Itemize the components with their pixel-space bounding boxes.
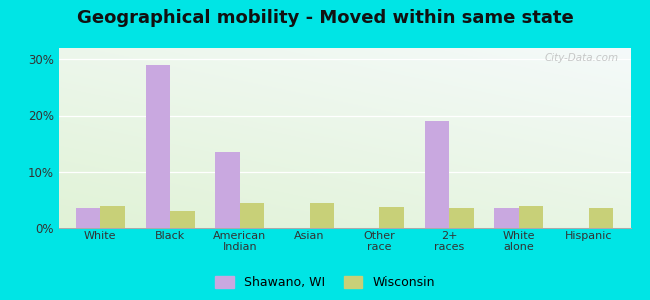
Bar xyxy=(424,121,449,228)
Bar xyxy=(449,208,474,228)
Bar xyxy=(309,203,334,228)
Bar xyxy=(495,208,519,228)
Bar xyxy=(240,203,265,228)
Text: City-Data.com: City-Data.com xyxy=(545,53,619,63)
Bar xyxy=(76,208,100,228)
Text: Geographical mobility - Moved within same state: Geographical mobility - Moved within sam… xyxy=(77,9,573,27)
Bar xyxy=(170,211,194,228)
Bar xyxy=(100,206,125,228)
Bar xyxy=(215,152,240,228)
Bar xyxy=(589,208,613,228)
Legend: Shawano, WI, Wisconsin: Shawano, WI, Wisconsin xyxy=(210,271,440,294)
Bar xyxy=(146,65,170,228)
Bar xyxy=(519,206,543,228)
Bar xyxy=(380,207,404,228)
